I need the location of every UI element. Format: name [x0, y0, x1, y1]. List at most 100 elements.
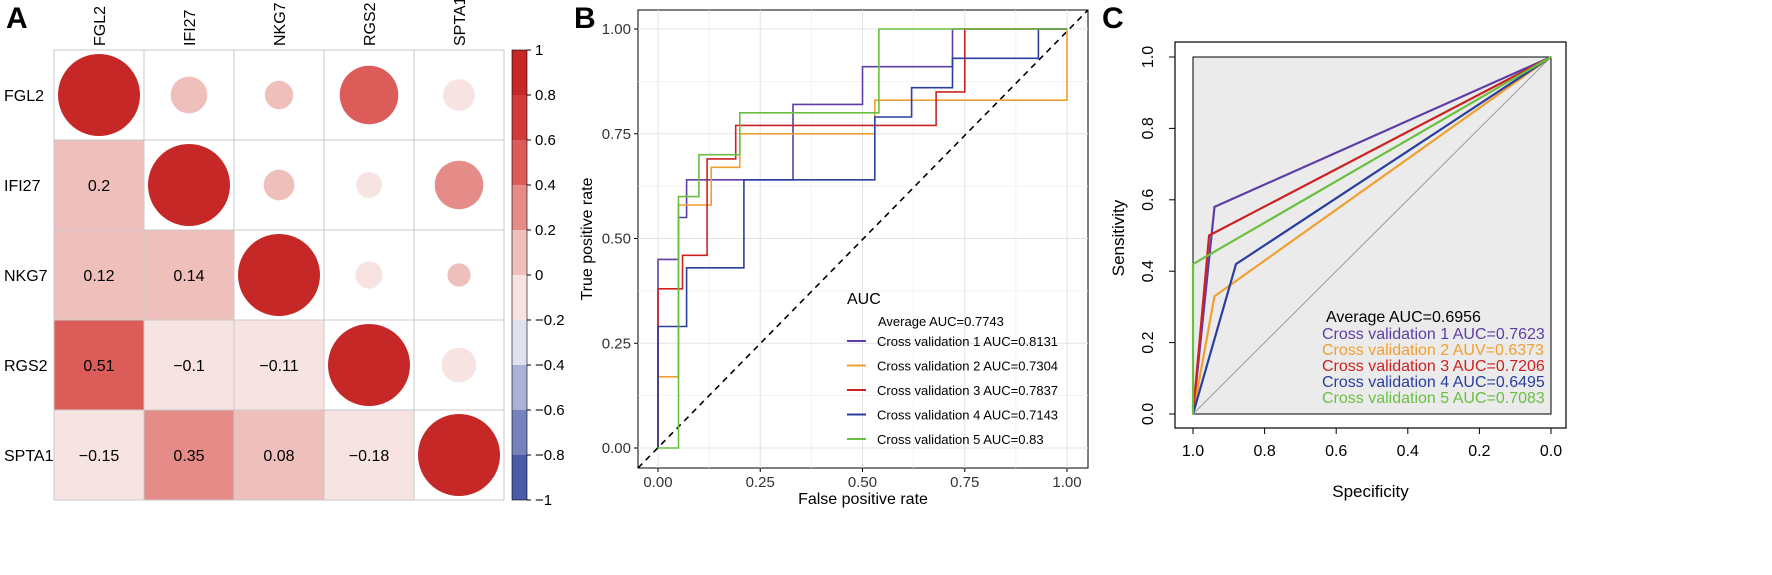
y-tick-label: 0.6: [1140, 189, 1157, 211]
colorbar-tick-label: 0.2: [535, 222, 556, 239]
x-axis-label: Specificity: [1332, 482, 1409, 501]
panel-label-b: B: [574, 2, 596, 35]
y-tick-label: 0.2: [1140, 331, 1157, 353]
x-tick-label: 0.0: [1540, 443, 1562, 460]
colorbar-tick-label: −1: [535, 492, 552, 509]
column-label: SPTA1: [452, 0, 469, 46]
column-label: RGS2: [362, 2, 379, 46]
colorbar-segment: [512, 140, 527, 185]
x-tick-label: 0.75: [950, 474, 979, 491]
correlation-value: −0.18: [349, 448, 390, 465]
y-tick-label: 0.8: [1140, 117, 1157, 139]
column-label: IFI27: [182, 9, 199, 46]
correlation-value: −0.1: [173, 358, 205, 375]
colorbar-tick-label: −0.6: [535, 402, 565, 419]
x-tick-label: 0.25: [746, 474, 775, 491]
legend-label: Cross validation 3 AUC=0.7837: [877, 383, 1058, 398]
diagonal-reference-line: [637, 9, 1089, 469]
correlation-value: −0.11: [259, 358, 298, 375]
legend-label: Cross validation 1 AUC=0.8131: [877, 334, 1058, 349]
curve-series-3: [1191, 56, 1552, 415]
correlation-circle: [418, 414, 500, 496]
colorbar-segment: [512, 365, 527, 410]
y-tick-label: 0.50: [602, 231, 631, 248]
colorbar-tick-label: −0.2: [535, 312, 565, 329]
x-tick-label: 0.2: [1468, 443, 1490, 460]
x-tick-label: 0.00: [643, 474, 672, 491]
matrix-cell: [234, 410, 324, 500]
y-tick-label: 0.0: [1140, 403, 1157, 425]
colorbar-tick-label: −0.8: [535, 447, 565, 464]
correlation-value: 0.14: [173, 268, 204, 285]
row-label: NKG7: [4, 268, 48, 285]
correlation-circle: [238, 234, 320, 316]
correlation-circle: [339, 65, 399, 125]
x-tick-label: 0.4: [1397, 443, 1419, 460]
legend-label: Cross validation 3 AUC=0.7206: [1322, 358, 1545, 375]
colorbar-segment: [512, 320, 527, 365]
legend-label: Cross validation 2 AUV=0.6373: [1322, 342, 1544, 359]
colorbar-tick-label: 1: [535, 42, 543, 59]
y-tick-label: 0.00: [602, 440, 631, 457]
legend-label: Cross validation 1 AUC=0.7623: [1322, 326, 1545, 343]
colorbar-tick-label: 0.8: [535, 87, 556, 104]
legend-average: Average AUC=0.6956: [1326, 309, 1481, 326]
correlation-circle: [264, 80, 294, 110]
roc-series-2: [657, 29, 1068, 448]
colorbar-tick-label: 0.6: [535, 132, 556, 149]
matrix-cell: [54, 320, 144, 410]
matrix-cell: [144, 320, 234, 410]
roc-curve-plot: 0.00 0.00 0.25 0.25 0.50 0.50 0.75 0.75 1.00 1.00…: [579, 9, 1089, 508]
y-tick-label: 0.75: [602, 126, 631, 143]
curve-series-5: [1191, 56, 1552, 414]
correlation-circle: [434, 160, 484, 210]
panel-label-a: A: [6, 2, 28, 35]
correlation-value: 0.08: [263, 448, 294, 465]
legend-title: AUC: [847, 291, 881, 308]
correlation-value: −0.15: [79, 448, 120, 465]
colorbar-segment: [512, 230, 527, 275]
curve-series-4: [1191, 56, 1552, 415]
column-label: FGL2: [92, 6, 109, 46]
correlation-circle: [443, 79, 475, 111]
y-tick-label: 0.25: [602, 335, 631, 352]
y-axis-label: Sensitivity: [1109, 199, 1128, 276]
matrix-cell: [54, 410, 144, 500]
x-tick-label: 1.0: [1182, 443, 1204, 460]
correlation-circle: [170, 76, 208, 114]
roc-series-3: [657, 28, 1067, 448]
correlation-circle: [58, 54, 140, 136]
roc-series-4: [657, 28, 1067, 448]
colorbar-segment: [512, 50, 527, 95]
x-tick-label: 0.8: [1253, 443, 1275, 460]
matrix-cell: [324, 410, 414, 500]
correlation-circle: [447, 263, 471, 287]
row-label: SPTA1: [4, 448, 54, 465]
colorbar-segment: [512, 275, 527, 320]
matrix-cell: [144, 230, 234, 320]
colorbar-segment: [512, 185, 527, 230]
x-tick-label: 0.50: [848, 474, 877, 491]
correlation-circle: [263, 169, 295, 201]
column-label: NKG7: [272, 2, 289, 46]
y-tick-label: 1.00: [602, 21, 631, 38]
y-axis-label: True positive rate: [579, 177, 596, 300]
colorbar-tick-label: 0: [535, 267, 543, 284]
colorbar-tick-label: 0.4: [535, 177, 556, 194]
correlation-circle: [356, 172, 382, 198]
x-axis-label: False positive rate: [798, 491, 928, 508]
matrix-cell: [144, 410, 234, 500]
row-label: IFI27: [4, 178, 41, 195]
colorbar-segment: [512, 95, 527, 140]
correlation-circle: [328, 324, 410, 406]
correlation-circle: [148, 144, 230, 226]
matrix-cell: [54, 230, 144, 320]
row-label: RGS2: [4, 358, 48, 375]
correlation-value: 0.12: [83, 268, 114, 285]
y-tick-label: 1.0: [1140, 46, 1157, 68]
panel-label-c: C: [1102, 2, 1124, 35]
colorbar-segment: [512, 455, 527, 500]
correlation-value: 0.51: [83, 358, 114, 375]
colorbar-tick-label: −0.4: [535, 357, 565, 374]
